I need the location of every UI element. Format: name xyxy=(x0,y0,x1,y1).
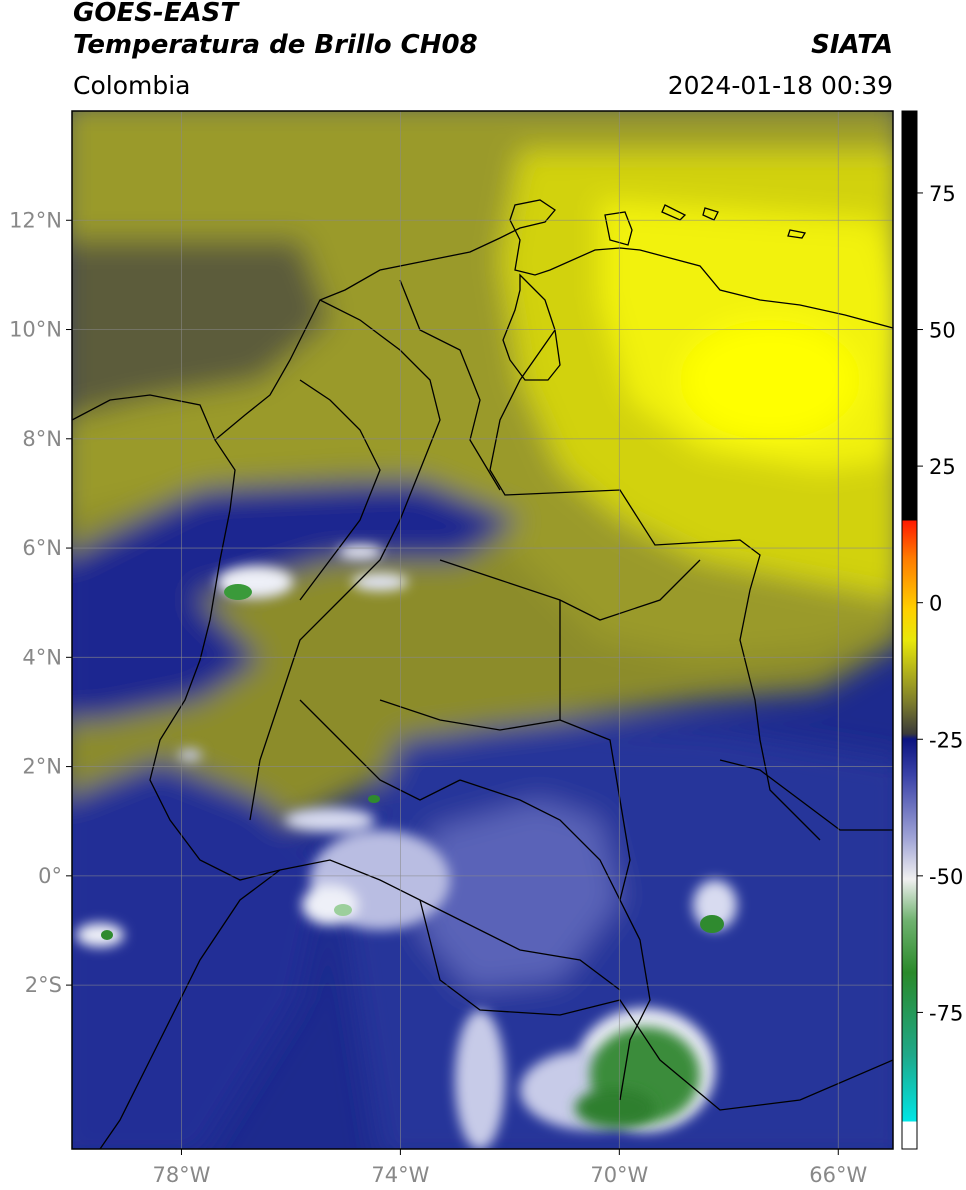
lake-maracaibo xyxy=(502,273,561,381)
department-borders-5 xyxy=(379,699,561,731)
department-borders-2 xyxy=(399,279,501,491)
colorbar-tick-label: 75 xyxy=(929,182,956,206)
lat-tick-label: 12°N xyxy=(9,208,62,232)
colorbar-frame xyxy=(901,110,918,1150)
lat-tick-label: 2°N xyxy=(22,755,62,779)
colorbar-tick-label: -50 xyxy=(929,865,963,889)
lat-tick-label: 10°N xyxy=(9,318,62,342)
lon-tick-label: 74°W xyxy=(371,1163,429,1187)
colorbar-tick-label: -25 xyxy=(929,728,963,752)
panama-darien xyxy=(72,394,236,511)
brightness-temperature-field xyxy=(72,111,893,1149)
paraguana-peninsula xyxy=(604,211,633,246)
lon-tick-label: 78°W xyxy=(152,1163,210,1187)
colombia-pacific-coast xyxy=(149,509,281,881)
department-borders-8 xyxy=(299,699,461,801)
lat-tick-label: 6°N xyxy=(22,536,62,560)
graticule xyxy=(72,111,893,1149)
map-frame xyxy=(71,110,894,1150)
venezuela-coastline xyxy=(419,199,893,329)
caribbean-islands-3 xyxy=(787,229,807,239)
colombia-peru-border xyxy=(279,859,621,991)
timestamp-label: 2024-01-18 00:39 xyxy=(667,71,893,100)
colorbar-tick-label: 25 xyxy=(929,455,956,479)
amazon-river xyxy=(419,899,893,1111)
axis-ticks: 78°W 74°W 70°W 66°W 12°N 10°N 8°N 6°N 4°N 2°N 0° 2°… xyxy=(9,208,867,1187)
lat-tick-label: 0° xyxy=(38,864,62,888)
lat-tick-label: 8°N xyxy=(22,427,62,451)
colombia-venezuela-border xyxy=(489,329,821,841)
colombia-caribbean-coast xyxy=(214,261,421,441)
lon-tick-label: 70°W xyxy=(590,1163,648,1187)
colorbar-tick-label: -75 xyxy=(929,1001,963,1025)
department-borders-4 xyxy=(439,559,701,621)
department-borders-7 xyxy=(459,779,621,901)
coastlines-and-borders xyxy=(72,199,893,1149)
agency-label: SIATA xyxy=(811,30,893,60)
ecuador-coast xyxy=(99,869,281,1149)
product-title: Temperatura de Brillo CH08 xyxy=(73,30,478,60)
lat-tick-label: 4°N xyxy=(22,645,62,669)
colorbar xyxy=(902,111,917,1149)
colorbar-tick-label: 0 xyxy=(929,592,942,616)
colorbar-ticks: 75 50 25 0 -25 -50 -75 xyxy=(917,182,963,1025)
satellite-title: GOES-EAST xyxy=(73,0,239,28)
lon-tick-label: 66°W xyxy=(809,1163,867,1187)
colorbar-tick-label: 50 xyxy=(929,319,956,343)
department-borders-3 xyxy=(299,379,381,601)
lat-tick-label: 2°S xyxy=(25,973,62,997)
region-label: Colombia xyxy=(73,71,191,100)
